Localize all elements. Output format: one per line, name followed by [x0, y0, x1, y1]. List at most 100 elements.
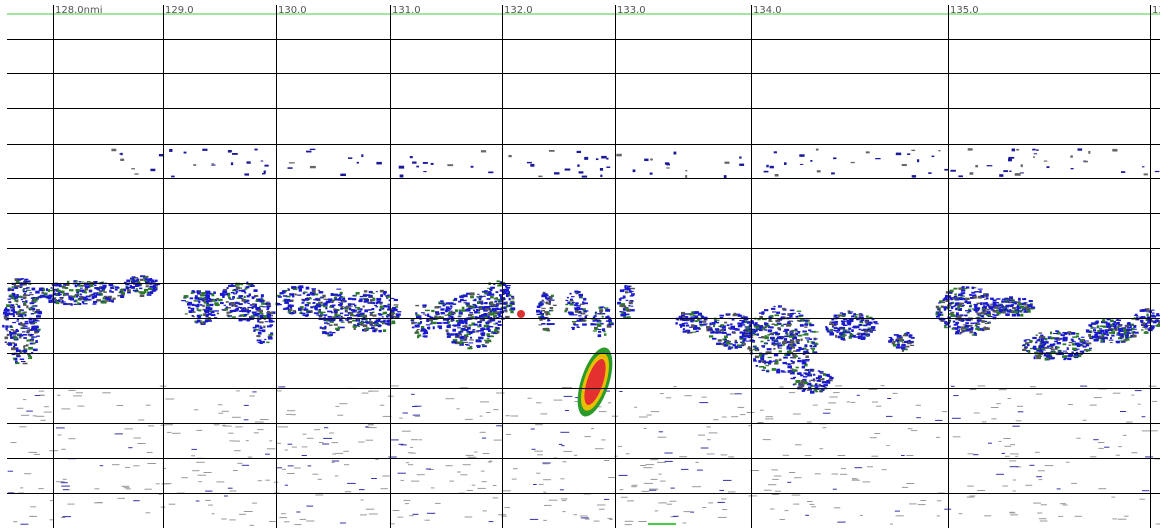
- echo: [1148, 319, 1152, 321]
- echo: [779, 350, 782, 352]
- echo: [252, 391, 256, 392]
- echo: [777, 327, 780, 329]
- echo: [172, 433, 181, 434]
- echo: [846, 331, 851, 333]
- echo: [152, 290, 156, 292]
- echo: [247, 286, 250, 288]
- echo: [895, 340, 899, 342]
- echo: [568, 313, 571, 315]
- echo: [298, 308, 301, 311]
- echo: [457, 327, 461, 328]
- echo: [417, 474, 425, 475]
- echo: [192, 449, 197, 450]
- echo: [453, 303, 456, 305]
- echo: [763, 439, 771, 440]
- echo: [856, 334, 859, 335]
- echo: [1090, 456, 1096, 457]
- echo: [972, 287, 974, 289]
- echo: [810, 345, 813, 347]
- echo: [498, 324, 502, 326]
- echo: [986, 298, 989, 300]
- echo: [140, 294, 145, 297]
- echo: [584, 436, 591, 437]
- echo: [222, 296, 225, 298]
- echo: [11, 329, 14, 330]
- echo: [127, 289, 131, 292]
- echo: [279, 517, 287, 518]
- echo: [104, 296, 108, 298]
- echo: [1123, 329, 1127, 331]
- echo: [848, 328, 851, 330]
- echo: [989, 306, 993, 309]
- echo: [62, 286, 65, 288]
- echo: [29, 292, 31, 293]
- echo: [577, 164, 579, 166]
- echo: [547, 320, 550, 321]
- echo: [421, 326, 424, 329]
- echo: [950, 290, 954, 293]
- echo: [735, 393, 742, 394]
- echo: [329, 332, 332, 333]
- echo: [664, 453, 672, 454]
- echo: [221, 519, 226, 520]
- echo: [204, 302, 207, 304]
- echo: [999, 389, 1007, 390]
- echo: [396, 314, 399, 317]
- echo: [36, 315, 41, 318]
- echo: [1146, 319, 1148, 321]
- echo: [800, 164, 803, 165]
- echo: [244, 292, 246, 294]
- echo: [477, 346, 480, 348]
- echo: [140, 279, 144, 281]
- echo: [435, 503, 441, 504]
- echo: [970, 305, 972, 306]
- echo: [470, 296, 474, 299]
- echo: [228, 316, 230, 317]
- echo: [619, 475, 628, 476]
- echo: [1139, 499, 1145, 500]
- echo: [1018, 411, 1024, 412]
- echo: [585, 316, 587, 318]
- echo: [978, 385, 986, 386]
- echo: [223, 310, 226, 311]
- echo: [626, 300, 629, 301]
- echo: [1125, 337, 1128, 338]
- echo: [631, 486, 637, 487]
- echo: [270, 312, 273, 314]
- echo: [291, 414, 295, 415]
- echo: [804, 370, 808, 371]
- echo: [345, 319, 349, 320]
- echo: [1081, 337, 1085, 338]
- echo: [132, 278, 134, 281]
- echo: [533, 484, 537, 485]
- echo: [542, 300, 545, 301]
- echo: [288, 289, 290, 291]
- echo: [340, 297, 345, 298]
- echo: [6, 330, 8, 331]
- echo: [543, 492, 546, 493]
- echo: [1097, 325, 1100, 328]
- echo: [488, 340, 492, 342]
- echo: [38, 488, 43, 489]
- echo: [23, 337, 27, 339]
- echo: [791, 363, 794, 364]
- echo: [484, 303, 487, 304]
- echo: [829, 377, 833, 379]
- echo: [639, 417, 648, 418]
- echo: [565, 300, 568, 301]
- echo: [849, 313, 852, 314]
- echo: [1112, 518, 1117, 519]
- echo: [258, 480, 262, 481]
- echo: [1072, 341, 1076, 342]
- echo: [1016, 149, 1019, 151]
- echo: [352, 311, 355, 313]
- echo: [335, 406, 339, 407]
- echo: [332, 332, 336, 333]
- echo: [372, 330, 376, 333]
- echo: [153, 286, 155, 289]
- echo: [988, 443, 992, 444]
- echo: [792, 369, 796, 372]
- echo: [478, 488, 486, 489]
- echo: [61, 482, 68, 483]
- echo: [893, 344, 897, 347]
